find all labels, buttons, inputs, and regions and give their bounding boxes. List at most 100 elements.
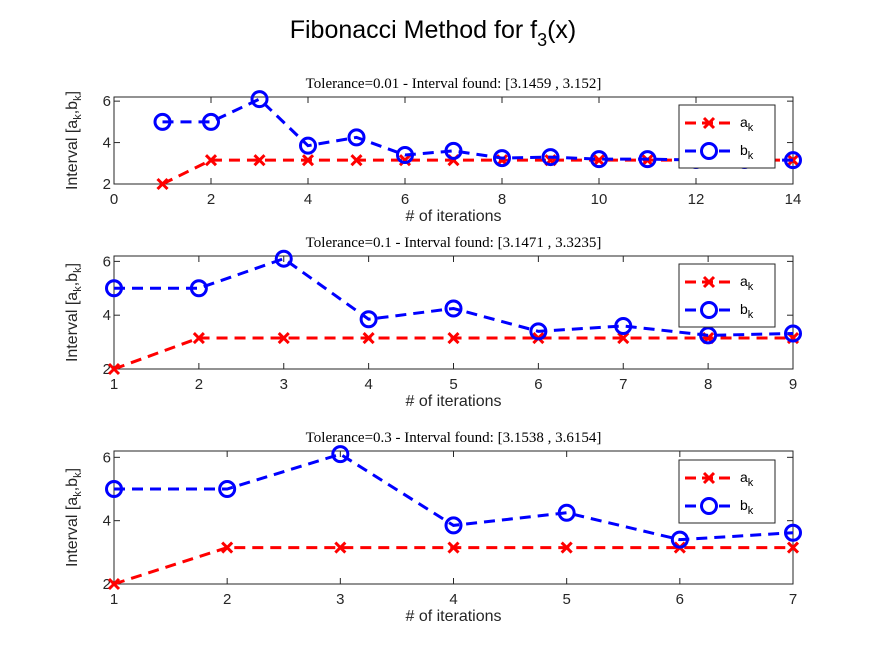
series-bk-point (784, 523, 802, 542)
x-tick-label: 12 (688, 191, 705, 208)
legend-ak-label-base: a (740, 469, 748, 485)
y-axis-label-a-base: a (64, 120, 81, 129)
legend-ak-label-subscript: k (748, 281, 754, 293)
series-bk-point (541, 148, 560, 167)
y-axis-label-b-base: b (64, 273, 81, 282)
series-bk-point (444, 141, 463, 160)
legend-bk-label: bk (740, 497, 754, 517)
series-bk-point (529, 322, 548, 341)
legend-bk-label-subscript: k (748, 150, 754, 162)
y-axis-label-text: Interval [ (64, 505, 81, 567)
x-tick-label: 6 (534, 376, 542, 393)
y-tick-label: 2 (103, 361, 111, 378)
x-tick-label: 8 (498, 191, 506, 208)
series-bk-point (444, 299, 463, 318)
y-axis-label-bracket: ] (64, 91, 81, 95)
y-axis-label-a-subscript: k (72, 491, 84, 497)
y-axis-label-comma: , (64, 110, 81, 114)
x-tick-label: 9 (789, 376, 797, 393)
y-axis-label-a-base: a (64, 292, 81, 301)
series-bk-point (105, 279, 123, 298)
y-axis-label-bracket: ] (64, 263, 81, 267)
x-tick-label: 4 (364, 376, 372, 393)
series-ak-point (560, 541, 573, 554)
x-tick-label: 7 (789, 591, 797, 608)
x-tick-label: 1 (110, 591, 118, 608)
legend-ak-label-subscript: k (748, 477, 754, 489)
series-ak-point (592, 154, 606, 167)
x-tick-label: 5 (562, 591, 570, 608)
series-bk-point (359, 310, 378, 329)
y-axis-label: Interval [ak,bk] (64, 263, 84, 362)
x-tick-label: 3 (280, 376, 288, 393)
x-tick-label: 5 (449, 376, 457, 393)
series-bk-point (396, 146, 414, 164)
legend-box (678, 263, 776, 328)
y-axis-label-b-subscript: k (72, 95, 84, 101)
figure-title-subscript: 3 (537, 30, 547, 50)
y-axis-label-b-subscript: k (72, 267, 84, 273)
series-bk-point (638, 150, 657, 169)
series-ak-point (192, 331, 205, 345)
figure-title: Fibonacci Method for f3(x) (290, 16, 577, 50)
series-ak-point (107, 577, 121, 591)
series-bk-point (493, 149, 511, 168)
y-axis-label: Interval [ak,bk] (64, 91, 84, 190)
y-axis-label-a-subscript: k (72, 114, 84, 120)
series-ak-point (204, 154, 218, 167)
x-tick-label: 8 (704, 376, 712, 393)
y-tick-label: 2 (103, 176, 111, 193)
subplot-title: Tolerance=0.3 - Interval found: [3.1538 … (306, 430, 602, 446)
subplot-1: Tolerance=0.01 - Interval found: [3.1459… (64, 76, 802, 225)
legend-box (678, 104, 776, 169)
x-tick-label: 2 (223, 591, 231, 608)
y-tick-label: 2 (103, 576, 111, 593)
x-tick-label: 14 (785, 191, 802, 208)
legend-bk-label-base: b (740, 142, 748, 158)
legend-bk-label-base: b (740, 301, 748, 317)
x-tick-label: 1 (110, 376, 118, 393)
legend-bk-label-subscript: k (748, 309, 754, 321)
series-ak-point (221, 541, 234, 554)
series-ak-point (617, 331, 630, 345)
series-bk-point (202, 112, 220, 131)
x-tick-label: 6 (676, 591, 684, 608)
x-tick-label: 3 (336, 591, 344, 608)
y-axis-label-b-base: b (64, 478, 81, 487)
x-axis-label: # of iterations (405, 208, 501, 225)
legend-ak-marker (702, 471, 716, 485)
series-bk-point (347, 128, 366, 147)
legend-bk-marker (700, 497, 718, 515)
series-ak-point (350, 154, 363, 167)
legend-bk-label-subscript: k (748, 505, 754, 517)
legend-box (678, 459, 776, 524)
series-ak-point (334, 541, 347, 554)
figure-title-suffix: (x) (547, 16, 576, 44)
series-bk-point (105, 480, 123, 498)
x-tick-label: 4 (304, 191, 312, 208)
series-bk-point (153, 112, 172, 131)
legend-ak-marker (702, 275, 716, 289)
legend-ak-label-base: a (740, 273, 748, 289)
y-tick-label: 6 (103, 253, 111, 270)
y-axis-label: Interval [ak,bk] (64, 468, 84, 567)
y-axis-label-a-base: a (64, 497, 81, 506)
series-bk-point (331, 445, 350, 464)
legend-ak-label: ak (740, 273, 754, 293)
series-bk-point (784, 324, 802, 343)
series-bk-point (614, 316, 633, 335)
series-bk-point (274, 249, 293, 268)
subplot-title: Tolerance=0.1 - Interval found: [3.1471 … (306, 235, 602, 251)
series-ak-point (301, 154, 315, 167)
y-tick-label: 6 (103, 449, 111, 466)
subplot-title: Tolerance=0.01 - Interval found: [3.1459… (306, 76, 602, 92)
series-bk-point (444, 516, 463, 535)
x-tick-label: 4 (449, 591, 457, 608)
y-axis-label-comma: , (64, 282, 81, 286)
legend-bk-marker (700, 301, 718, 319)
series-bk-point (590, 150, 608, 169)
x-tick-label: 2 (195, 376, 203, 393)
subplot-2: Tolerance=0.1 - Interval found: [3.1471 … (64, 235, 802, 410)
series-bk-point (699, 326, 718, 345)
